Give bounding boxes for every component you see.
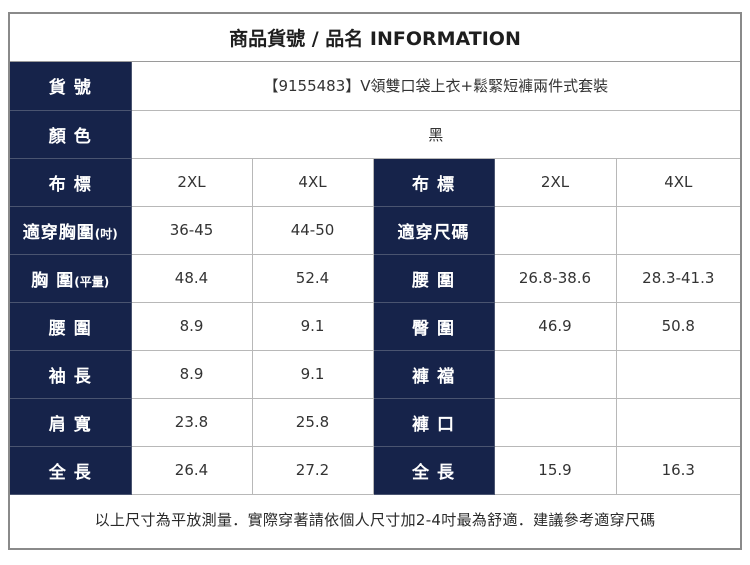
measure-label-unit: (平量) [74, 274, 110, 289]
table-row: 顏 色 黑 [10, 109, 741, 159]
measure-value: 44-50 [251, 205, 374, 255]
measure-value: 27.2 [251, 445, 374, 495]
measure-value [615, 397, 741, 447]
measure-value: 16.3 [615, 445, 741, 495]
measure-value: 26.4 [130, 445, 253, 495]
item-number-value: 【9155483】V領雙口袋上衣+鬆緊短褲兩件式套裝 [130, 62, 741, 111]
info-header: 商品貨號 / 品名 INFORMATION [10, 14, 740, 62]
table-row: 全 長 26.4 27.2 全 長 15.9 16.3 [10, 445, 741, 495]
color-value: 黑 [130, 109, 741, 159]
measure-value: 8.9 [130, 349, 253, 399]
measure-label: 腰 圍 [372, 253, 495, 303]
measure-label: 肩 寬 [10, 397, 132, 447]
size-header: 2XL [493, 157, 617, 207]
table-row: 袖 長 8.9 9.1 褲 襠 [10, 349, 741, 399]
measure-label: 適穿胸圍(吋) [10, 205, 132, 255]
measure-value [615, 205, 741, 255]
measure-value: 9.1 [251, 301, 374, 351]
measure-value: 26.8-38.6 [493, 253, 617, 303]
item-number-label: 貨 號 [10, 62, 132, 111]
measure-value: 36-45 [130, 205, 253, 255]
table-row: 胸 圍(平量) 48.4 52.4 腰 圍 26.8-38.6 28.3-41.… [10, 253, 741, 303]
table-row: 腰 圍 8.9 9.1 臀 圍 46.9 50.8 [10, 301, 741, 351]
measure-label: 腰 圍 [10, 301, 132, 351]
size-header: 4XL [251, 157, 374, 207]
size-chart: 商品貨號 / 品名 INFORMATION 貨 號 【9155483】V領雙口袋… [8, 12, 742, 550]
measure-label-text: 適穿胸圍 [22, 222, 95, 243]
measure-value [493, 349, 617, 399]
measure-label: 褲 口 [372, 397, 495, 447]
table-row: 以上尺寸為平放測量．實際穿著請依個人尺寸加2-4吋最為舒適．建議參考適穿尺碼 [10, 493, 741, 544]
measure-value: 28.3-41.3 [615, 253, 741, 303]
table-row: 貨 號 【9155483】V領雙口袋上衣+鬆緊短褲兩件式套裝 [10, 62, 741, 111]
measure-value [615, 349, 741, 399]
measure-value: 46.9 [493, 301, 617, 351]
measure-label: 臀 圍 [372, 301, 495, 351]
table-row: 適穿胸圍(吋) 36-45 44-50 適穿尺碼 [10, 205, 741, 255]
measure-value: 15.9 [493, 445, 617, 495]
size-header: 2XL [130, 157, 253, 207]
measure-label: 胸 圍(平量) [10, 253, 132, 303]
measure-value: 9.1 [251, 349, 374, 399]
measure-value: 25.8 [251, 397, 374, 447]
color-label: 顏 色 [10, 109, 132, 159]
measure-label: 袖 長 [10, 349, 132, 399]
measurement-note: 以上尺寸為平放測量．實際穿著請依個人尺寸加2-4吋最為舒適．建議參考適穿尺碼 [10, 493, 741, 544]
measure-label: 全 長 [372, 445, 495, 495]
measure-label-unit: (吋) [94, 226, 118, 241]
measure-value [493, 205, 617, 255]
measure-label: 褲 襠 [372, 349, 495, 399]
measure-value [493, 397, 617, 447]
size-tag-label: 布 標 [10, 157, 132, 207]
measure-value: 48.4 [130, 253, 253, 303]
size-header: 4XL [615, 157, 741, 207]
measure-label-text: 胸 圍 [31, 270, 75, 291]
measure-value: 50.8 [615, 301, 741, 351]
measure-value: 8.9 [130, 301, 253, 351]
measure-label: 全 長 [10, 445, 132, 495]
size-tag-label: 布 標 [372, 157, 495, 207]
measure-value: 23.8 [130, 397, 253, 447]
table-row: 布 標 2XL 4XL 布 標 2XL 4XL [10, 157, 741, 207]
measure-value: 52.4 [251, 253, 374, 303]
size-table: 貨 號 【9155483】V領雙口袋上衣+鬆緊短褲兩件式套裝 顏 色 黑 布 標… [10, 62, 741, 544]
measure-label: 適穿尺碼 [372, 205, 495, 255]
table-row: 肩 寬 23.8 25.8 褲 口 [10, 397, 741, 447]
